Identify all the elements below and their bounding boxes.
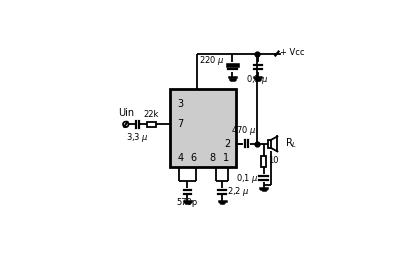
Text: 8: 8 — [210, 153, 216, 163]
Text: 6: 6 — [190, 153, 196, 163]
Bar — [268, 140, 272, 148]
Text: + Vcc: + Vcc — [280, 49, 305, 57]
Text: 0,1 $\mu$: 0,1 $\mu$ — [236, 172, 259, 185]
Bar — [261, 156, 266, 167]
Bar — [170, 89, 236, 167]
Text: 10: 10 — [268, 156, 278, 165]
Text: Uin: Uin — [118, 108, 134, 118]
Text: 570p: 570p — [177, 198, 198, 207]
Text: 2: 2 — [224, 139, 230, 149]
Text: R$_L$: R$_L$ — [285, 136, 298, 150]
Text: 22k: 22k — [144, 110, 159, 119]
Text: 0,1 $\mu$: 0,1 $\mu$ — [246, 73, 269, 86]
Text: 2,2 $\mu$: 2,2 $\mu$ — [227, 185, 250, 198]
Text: 7: 7 — [178, 119, 184, 129]
Text: 3,3 $\mu$: 3,3 $\mu$ — [126, 131, 149, 144]
Text: 470 $\mu$: 470 $\mu$ — [231, 124, 257, 137]
Text: 3: 3 — [178, 99, 184, 109]
Text: 4: 4 — [178, 153, 184, 163]
Text: 220 $\mu$: 220 $\mu$ — [199, 54, 224, 67]
Text: 1: 1 — [224, 153, 230, 163]
Bar — [147, 122, 156, 126]
